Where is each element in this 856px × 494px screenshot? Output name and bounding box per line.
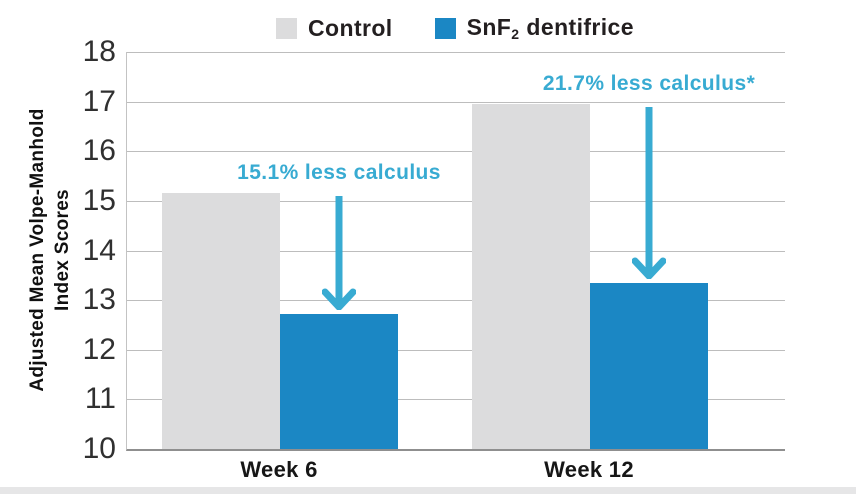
- y-tick-label-18: 18: [82, 35, 116, 68]
- gridline-14: [127, 250, 785, 252]
- legend-label-control: Control: [308, 14, 393, 41]
- gridline-15: [127, 200, 785, 202]
- control-swatch-icon: [276, 17, 298, 39]
- y-tick-label-10: 10: [82, 432, 116, 465]
- y-tick-label-12: 12: [82, 332, 116, 366]
- bar-control-week-6: [162, 193, 280, 449]
- snf2-swatch-icon: [434, 17, 456, 39]
- y-tick-label-11: 11: [84, 382, 116, 416]
- reduction-annotation-1: 15.1% less calculus: [237, 161, 441, 185]
- snf2-label-suffix: dentifrice: [526, 14, 634, 40]
- chart-legend: Control SnF2 dentifrice: [126, 12, 784, 44]
- reduction-arrow-icon: [321, 196, 357, 315]
- reduction-annotation-2: 21.7% less calculus*: [542, 72, 756, 96]
- bar-snf2-week-6: [280, 314, 398, 449]
- y-tick-label-17: 17: [82, 84, 116, 118]
- x-axis-label-2: Week 12: [544, 457, 634, 482]
- bar-snf2-week-12: [590, 282, 708, 449]
- bar-control-week-12: [472, 104, 590, 449]
- y-tick-label-15: 15: [82, 183, 116, 217]
- x-axis-label-1: Week 6: [240, 457, 318, 482]
- legend-item-control: Control: [276, 15, 393, 42]
- gridline-13: [127, 300, 785, 302]
- y-tick-label-13: 13: [82, 283, 116, 317]
- legend-item-snf2: SnF2 dentifrice: [434, 14, 634, 42]
- gridline-17: [127, 101, 785, 103]
- plot-area: 15.1% less calculus 21.7% less calculus*: [126, 52, 785, 451]
- legend-label-snf2: SnF2 dentifrice: [467, 14, 634, 42]
- gridline-11: [127, 399, 785, 401]
- reduction-arrow-icon: [631, 107, 667, 284]
- gridline-16: [127, 151, 785, 153]
- bottom-strip: [0, 487, 856, 494]
- y-tick-label-14: 14: [82, 233, 116, 267]
- y-tick-label-16: 16: [82, 134, 116, 168]
- snf2-label-prefix: SnF: [466, 14, 512, 40]
- snf2-label-subscript: 2: [511, 26, 520, 42]
- gridline-18: [127, 52, 785, 53]
- gridline-12: [127, 349, 785, 351]
